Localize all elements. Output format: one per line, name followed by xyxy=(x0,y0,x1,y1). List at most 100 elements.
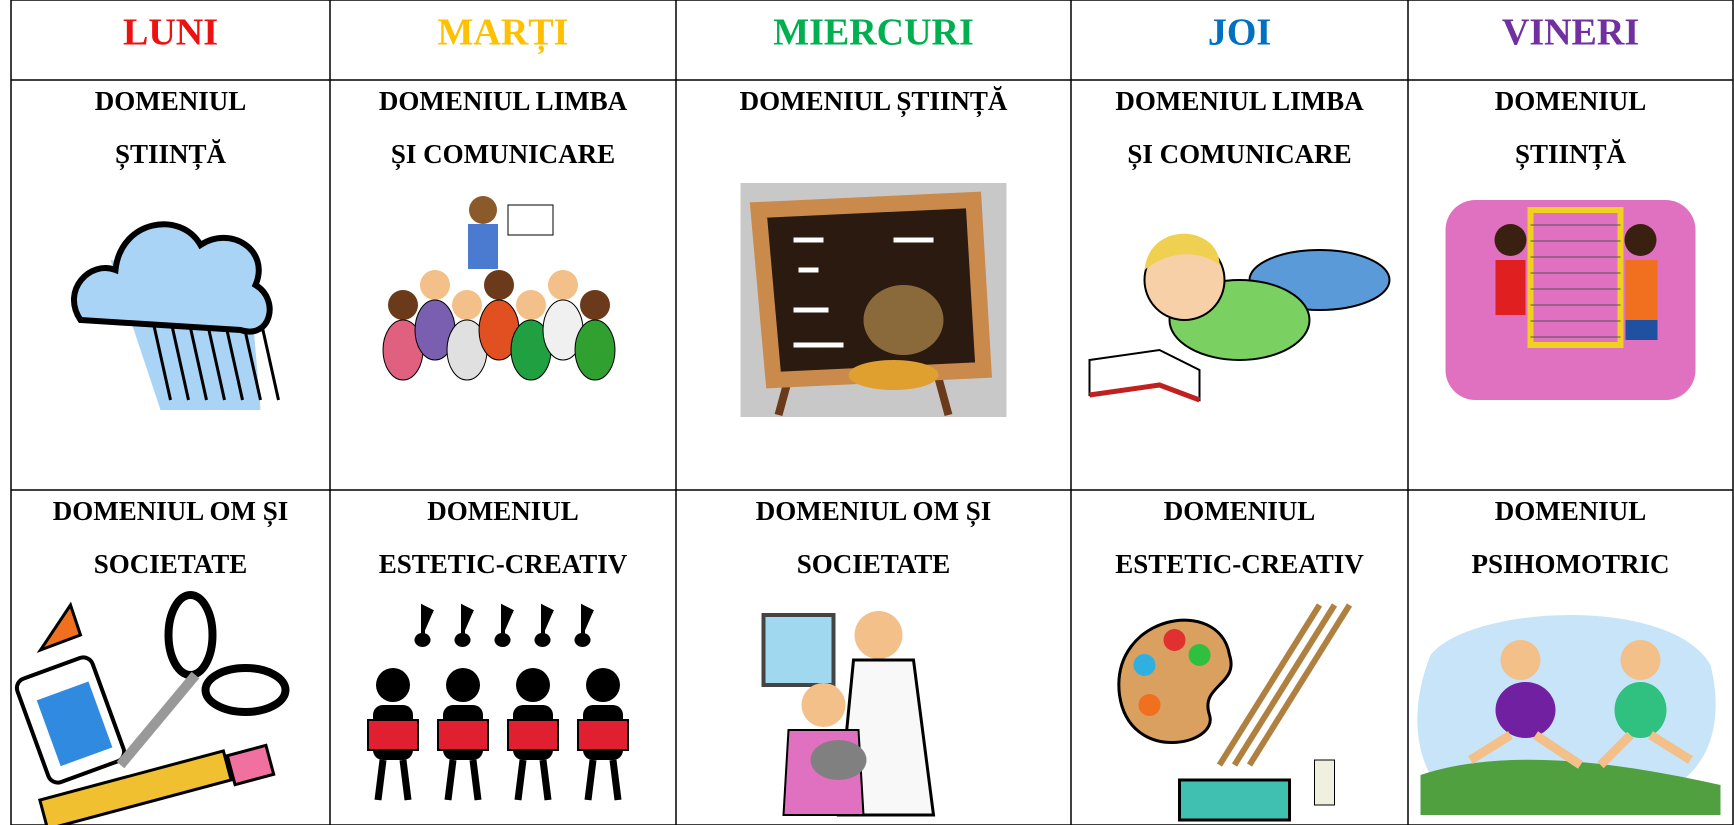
clipart-shape xyxy=(1420,759,1721,815)
clipart xyxy=(367,603,629,801)
clipart-shape xyxy=(1614,682,1667,738)
day-header: MARȚI xyxy=(438,12,569,55)
domain-label: DOMENIUL xyxy=(427,496,579,526)
clipart-shape xyxy=(863,285,944,355)
clipart-shape xyxy=(1624,224,1657,256)
domain-label: SOCIETATE xyxy=(797,549,951,579)
clipart-shape xyxy=(469,196,497,224)
clipart-shape xyxy=(548,270,578,300)
clipart-shape xyxy=(1216,603,1323,767)
clipart-shape xyxy=(609,759,622,801)
domain-label: ESTETIC-CREATIV xyxy=(379,549,628,579)
clipart-shape xyxy=(574,603,594,647)
clipart-shape xyxy=(761,613,836,687)
clipart xyxy=(1088,233,1391,403)
clipart-shape xyxy=(446,668,480,702)
clipart-shape xyxy=(1468,731,1583,769)
clipart-shape xyxy=(454,603,474,647)
clipart-shape xyxy=(1495,260,1526,315)
clipart-shape xyxy=(36,681,113,767)
day-header: VINERI xyxy=(1502,12,1639,54)
clipart-shape xyxy=(1133,654,1156,676)
domain-label: ESTETIC-CREATIV xyxy=(1115,549,1364,579)
clipart-shape xyxy=(1527,207,1624,348)
clipart-shape xyxy=(399,759,412,801)
domain-label: ȘTIINȚĂ xyxy=(1515,139,1627,171)
clipart-shape xyxy=(1231,603,1338,767)
clipart-shape xyxy=(516,668,550,702)
clipart-shape xyxy=(586,668,620,702)
clipart-shape xyxy=(376,668,410,702)
clipart xyxy=(71,221,280,410)
clipart-shape xyxy=(1597,731,1693,769)
clipart-shape xyxy=(1500,640,1541,680)
clipart-shape xyxy=(574,319,616,381)
clipart-shape xyxy=(414,603,434,647)
clipart-shape xyxy=(1138,694,1161,716)
clipart xyxy=(761,611,936,817)
clipart-shape xyxy=(514,759,527,801)
clipart-shape xyxy=(810,740,867,780)
clipart-shape xyxy=(793,237,934,348)
clipart-shape xyxy=(801,683,846,727)
domain-label: DOMENIUL OM ȘI xyxy=(53,496,289,527)
clipart-shape xyxy=(1314,759,1335,806)
clipart-shape xyxy=(539,759,552,801)
clipart xyxy=(740,183,1007,417)
clipart-shape xyxy=(580,290,610,320)
domain-label: DOMENIUL ȘTIINȚĂ xyxy=(740,86,1008,118)
clipart xyxy=(14,591,290,825)
clipart-shape xyxy=(854,611,903,659)
domain-label: ȘTIINȚĂ xyxy=(115,139,227,171)
clipart-shape xyxy=(1494,224,1527,256)
domain-label: ȘI COMUNICARE xyxy=(1127,139,1351,170)
clipart-shape xyxy=(164,591,217,679)
clipart-shape xyxy=(484,270,514,300)
clipart-shape xyxy=(1445,200,1696,400)
clipart-shape xyxy=(1144,233,1220,270)
domain-label: DOMENIUL LIMBA xyxy=(1115,86,1364,116)
clipart-shape xyxy=(516,290,546,320)
clipart-shape xyxy=(388,290,418,320)
clipart-shape xyxy=(437,719,489,751)
domain-label: SOCIETATE xyxy=(94,549,248,579)
clipart-shape xyxy=(494,603,514,647)
clipart-shape xyxy=(444,759,457,801)
domain-label: DOMENIUL xyxy=(1495,86,1647,116)
clipart-shape xyxy=(1495,682,1556,738)
domain-label: DOMENIUL xyxy=(1495,496,1647,526)
clipart xyxy=(382,196,616,381)
clipart-shape xyxy=(534,603,554,647)
clipart-shape xyxy=(1188,644,1211,666)
clipart-shape xyxy=(225,743,276,787)
clipart-shape xyxy=(577,719,629,751)
clipart-shape xyxy=(38,749,233,825)
clipart-shape xyxy=(367,719,419,751)
clipart-shape xyxy=(116,671,200,769)
domain-label: DOMENIUL xyxy=(1164,496,1316,526)
domain-label: DOMENIUL xyxy=(95,86,247,116)
clipart-shape xyxy=(71,221,273,335)
clipart-shape xyxy=(452,290,482,320)
clipart-shape xyxy=(1246,603,1353,767)
clipart-shape xyxy=(1089,382,1201,403)
day-header: LUNI xyxy=(123,12,218,54)
clipart xyxy=(1417,615,1721,815)
domain-label: ȘI COMUNICARE xyxy=(391,139,615,170)
clipart-shape xyxy=(749,191,992,389)
clipart-shape xyxy=(1178,778,1291,822)
clipart-shape xyxy=(1625,320,1658,340)
clipart-shape xyxy=(36,601,83,654)
clipart-shape xyxy=(1625,260,1658,320)
clipart-shape xyxy=(507,719,559,751)
day-header: MIERCURI xyxy=(773,12,974,54)
clipart xyxy=(1445,200,1696,400)
clipart-shape xyxy=(848,360,939,390)
clipart-shape xyxy=(507,204,554,236)
day-header: JOI xyxy=(1208,12,1271,54)
clipart-shape xyxy=(1620,640,1661,680)
clipart-shape xyxy=(468,224,498,269)
domain-label: PSIHOMOTRIC xyxy=(1471,549,1669,579)
clipart-shape xyxy=(420,270,450,300)
